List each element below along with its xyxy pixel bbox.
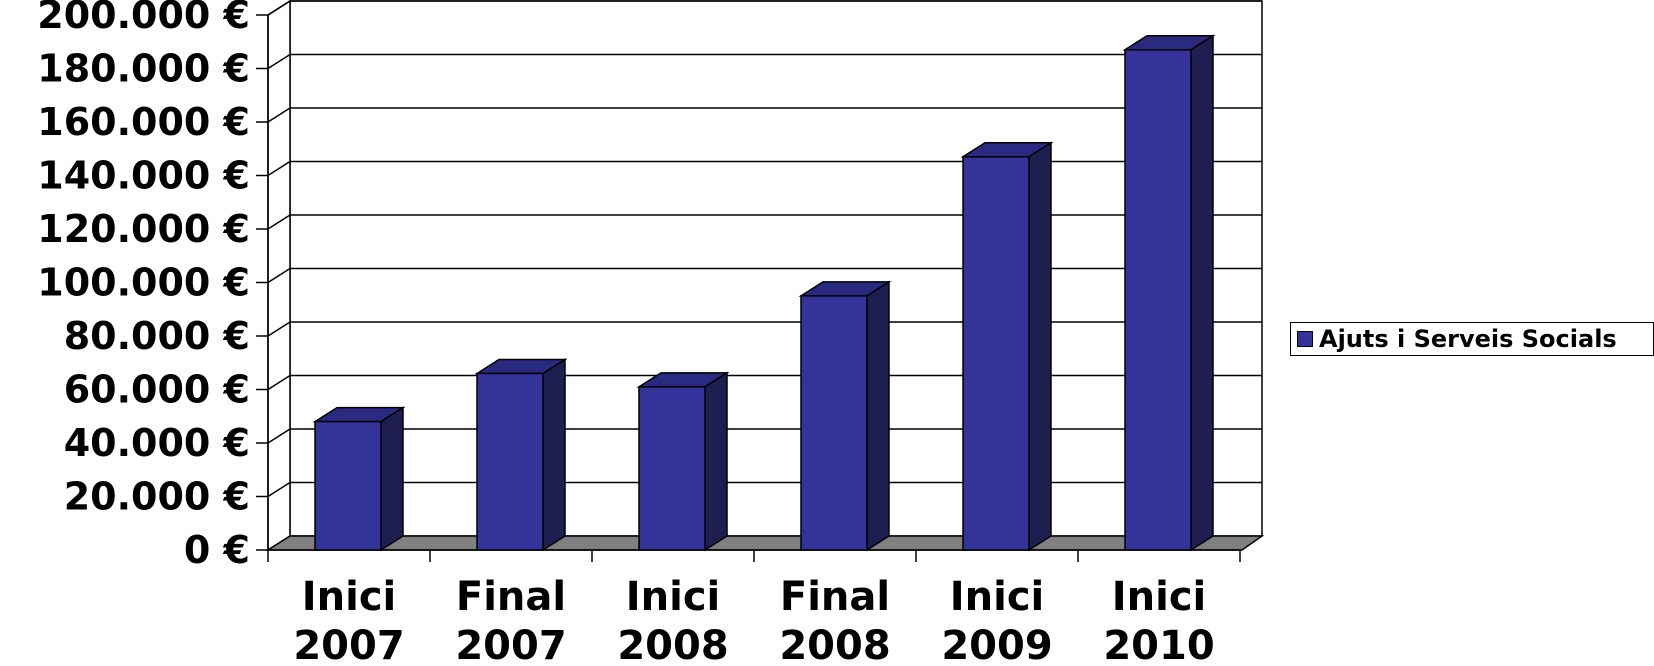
x-category-label: Final 2008: [779, 574, 890, 666]
gridline-side: [267, 160, 291, 177]
y-tick-label: 120.000 €: [37, 207, 250, 251]
gridline-side: [267, 428, 291, 444]
bar-side: [704, 371, 728, 552]
bar-side: [1190, 34, 1214, 552]
y-tick-label: 60.000 €: [64, 368, 250, 412]
y-tick-label: 40.000 €: [64, 421, 250, 465]
bar-front: [476, 372, 544, 551]
bar: [636, 371, 730, 552]
y-tick-label: 180.000 €: [37, 47, 250, 91]
bar-front: [800, 295, 868, 551]
label-layer: 0 € 20.000 € 40.000 € 60.000 € 80.000 € 100.0…: [37, 0, 1214, 666]
bar-front: [1124, 49, 1192, 551]
x-category-label-line: 2010: [1103, 623, 1214, 666]
y-tick-label: 140.000 €: [37, 154, 250, 198]
legend-swatch: [1297, 331, 1313, 347]
x-category-label: Inici 2010: [1103, 574, 1214, 666]
x-category-label-line: 2009: [941, 623, 1052, 666]
y-tick-label: 0 €: [184, 528, 250, 572]
chart-floor: [265, 535, 1265, 551]
x-category-label-line: Inici: [626, 574, 721, 620]
x-category-label-line: Inici: [950, 574, 1045, 620]
x-category-label-line: Final: [456, 574, 566, 620]
bar-side: [380, 406, 404, 552]
y-tick-label: 80.000 €: [64, 314, 250, 358]
x-category-label-line: Final: [780, 574, 890, 620]
x-category-label-line: Inici: [1112, 574, 1207, 620]
bar: [312, 406, 406, 552]
gridline-side: [267, 481, 291, 498]
bar: [960, 141, 1054, 552]
x-category-label: Inici 2007: [293, 574, 404, 666]
bar-side: [1028, 141, 1052, 552]
gridline-side: [267, 0, 291, 16]
x-category-label: Inici 2009: [941, 574, 1052, 666]
grid-layer: [265, 0, 1265, 552]
bar-side: [542, 358, 566, 552]
bar-front: [314, 420, 382, 551]
gridline-side: [267, 107, 291, 123]
y-tick-label: 100.000 €: [37, 261, 250, 305]
gridline-side: [267, 267, 291, 284]
bar-side: [866, 280, 890, 552]
gridline-side: [267, 214, 291, 230]
bar: [474, 358, 568, 552]
bar-front: [638, 386, 706, 551]
x-category-label-line: Inici: [302, 574, 397, 620]
bar-layer: [312, 34, 1216, 552]
gridline-side: [267, 53, 291, 70]
y-tick-label: 20.000 €: [64, 475, 250, 519]
x-category-label: Final 2007: [455, 574, 566, 666]
x-category-label-line: 2008: [617, 623, 728, 666]
x-category-label-line: 2007: [455, 623, 566, 666]
legend: Ajuts i Serveis Socials: [1290, 322, 1654, 356]
y-tick-label: 160.000 €: [37, 100, 250, 144]
x-category-label-line: 2008: [779, 623, 890, 666]
gridline-side: [267, 374, 291, 391]
axis-layer: [256, 14, 1242, 562]
bar-front: [962, 156, 1030, 551]
gridline-side: [267, 321, 291, 337]
y-tick-label: 200.000 €: [37, 0, 250, 37]
legend-label: Ajuts i Serveis Socials: [1319, 325, 1617, 353]
x-category-label: Inici 2008: [617, 574, 728, 666]
x-category-label-line: 2007: [293, 623, 404, 666]
bar: [798, 280, 892, 552]
bar: [1122, 34, 1216, 552]
